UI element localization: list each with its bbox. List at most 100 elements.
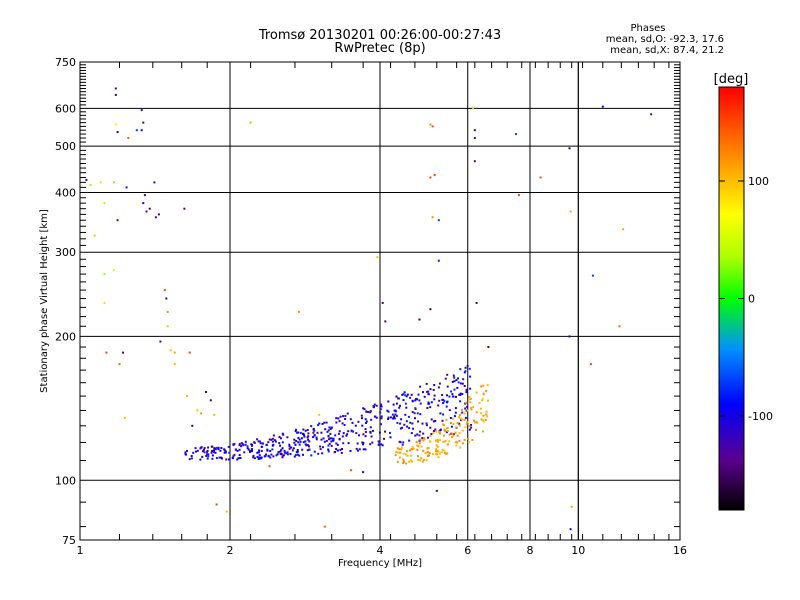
data-points (85, 87, 653, 531)
minor-ticks (80, 62, 680, 540)
data-point (232, 455, 235, 458)
data-point (369, 410, 372, 413)
chart-subtitle: RwPretec (8p) (334, 41, 425, 56)
data-point (380, 415, 383, 418)
data-point (288, 443, 291, 446)
data-point (398, 440, 401, 443)
y-tick-label: 400 (55, 186, 76, 199)
data-point (361, 424, 364, 427)
data-point (470, 426, 473, 429)
data-point (455, 379, 458, 382)
data-point (402, 399, 405, 402)
data-point (471, 439, 474, 441)
data-point (433, 174, 436, 177)
data-point (364, 448, 367, 451)
data-point (404, 402, 407, 405)
data-point (401, 426, 404, 429)
data-point (441, 419, 444, 422)
data-point (370, 418, 373, 421)
data-point (307, 432, 310, 435)
data-point (454, 441, 457, 444)
data-point (190, 457, 193, 460)
data-point (185, 453, 188, 456)
data-point (469, 387, 472, 390)
data-point (437, 456, 440, 459)
data-point (327, 444, 330, 447)
data-point (411, 411, 414, 413)
data-point (264, 455, 267, 457)
data-point (344, 415, 347, 417)
data-point (85, 178, 88, 181)
data-point (125, 186, 128, 189)
data-point (339, 415, 342, 418)
data-point (296, 450, 299, 453)
data-point (292, 447, 295, 450)
data-point (472, 406, 474, 409)
data-point (317, 424, 320, 427)
data-point (341, 422, 344, 425)
data-point (451, 417, 454, 420)
data-point (448, 440, 451, 443)
data-point (296, 449, 299, 451)
data-point (421, 437, 424, 440)
data-point (345, 434, 348, 437)
data-point (319, 448, 322, 451)
data-point (278, 442, 281, 445)
data-point (352, 430, 355, 433)
data-point (257, 440, 260, 443)
data-point (459, 368, 462, 371)
data-point (364, 418, 367, 421)
data-point (423, 395, 426, 398)
data-point (379, 408, 382, 411)
data-point (297, 436, 300, 439)
data-point (461, 408, 463, 411)
data-point (429, 426, 432, 429)
data-point (364, 428, 367, 431)
data-point (250, 448, 253, 450)
data-point (427, 436, 429, 439)
data-point (442, 413, 445, 416)
data-point (327, 429, 330, 432)
data-point (377, 443, 380, 446)
data-point (253, 457, 256, 460)
data-point (414, 407, 417, 410)
data-point (312, 428, 315, 431)
data-point (217, 448, 220, 451)
data-point (148, 207, 151, 210)
data-point (227, 458, 230, 461)
data-point (350, 469, 353, 472)
data-point (463, 412, 466, 415)
data-point (457, 377, 459, 380)
data-point (482, 393, 485, 396)
data-point (330, 437, 333, 440)
data-point (420, 457, 423, 460)
data-point (383, 437, 385, 440)
data-point (435, 430, 438, 433)
data-point (289, 453, 292, 455)
data-point (402, 452, 405, 455)
data-point (307, 435, 310, 438)
data-point (568, 147, 571, 150)
data-point (268, 465, 271, 468)
data-point (539, 176, 542, 179)
data-point (406, 454, 409, 457)
data-point (413, 412, 416, 415)
data-point (399, 427, 402, 430)
data-point (446, 443, 449, 446)
data-point (280, 453, 283, 456)
data-point (444, 429, 446, 432)
data-point (362, 407, 365, 410)
data-point (206, 453, 209, 456)
data-point (485, 413, 488, 416)
data-point (464, 370, 467, 373)
data-point (202, 450, 204, 453)
data-point (397, 397, 400, 400)
data-point (99, 181, 102, 184)
data-point (446, 430, 449, 432)
data-point (270, 438, 273, 441)
data-point (402, 393, 405, 396)
data-point (288, 447, 291, 450)
data-point (469, 398, 472, 401)
data-point (415, 398, 418, 401)
data-point (286, 451, 289, 454)
